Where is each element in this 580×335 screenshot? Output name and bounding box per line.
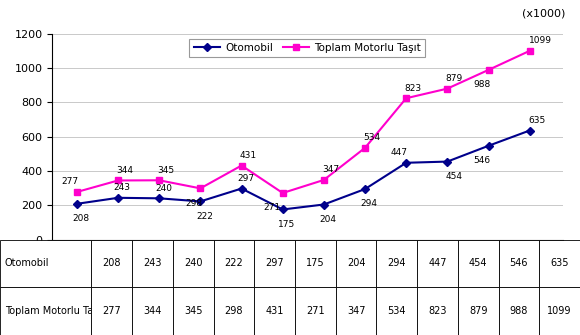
Text: 294: 294 <box>361 200 378 208</box>
Text: 271: 271 <box>263 203 280 212</box>
Text: 454: 454 <box>446 172 463 181</box>
Text: 204: 204 <box>320 215 336 224</box>
Text: 823: 823 <box>405 84 422 93</box>
Text: 243: 243 <box>114 183 130 192</box>
Text: 431: 431 <box>240 151 257 160</box>
Text: 1099: 1099 <box>530 36 552 45</box>
Text: 546: 546 <box>473 156 490 165</box>
Text: 222: 222 <box>196 212 213 221</box>
Text: 175: 175 <box>278 220 295 229</box>
Text: 344: 344 <box>117 166 133 175</box>
Text: 534: 534 <box>364 133 380 142</box>
Text: 208: 208 <box>72 214 90 223</box>
Text: 347: 347 <box>322 165 339 175</box>
Text: 298: 298 <box>185 199 202 208</box>
Text: 635: 635 <box>528 116 545 125</box>
Text: 240: 240 <box>155 184 172 193</box>
Legend: Otomobil, Toplam Motorlu Taşıt: Otomobil, Toplam Motorlu Taşıt <box>190 39 425 57</box>
Text: 447: 447 <box>391 148 408 157</box>
Text: (x1000): (x1000) <box>522 8 566 18</box>
Text: 879: 879 <box>445 74 463 83</box>
Text: 277: 277 <box>61 178 78 186</box>
Text: 988: 988 <box>473 80 490 89</box>
Text: 297: 297 <box>237 174 254 183</box>
Text: 345: 345 <box>158 166 175 175</box>
